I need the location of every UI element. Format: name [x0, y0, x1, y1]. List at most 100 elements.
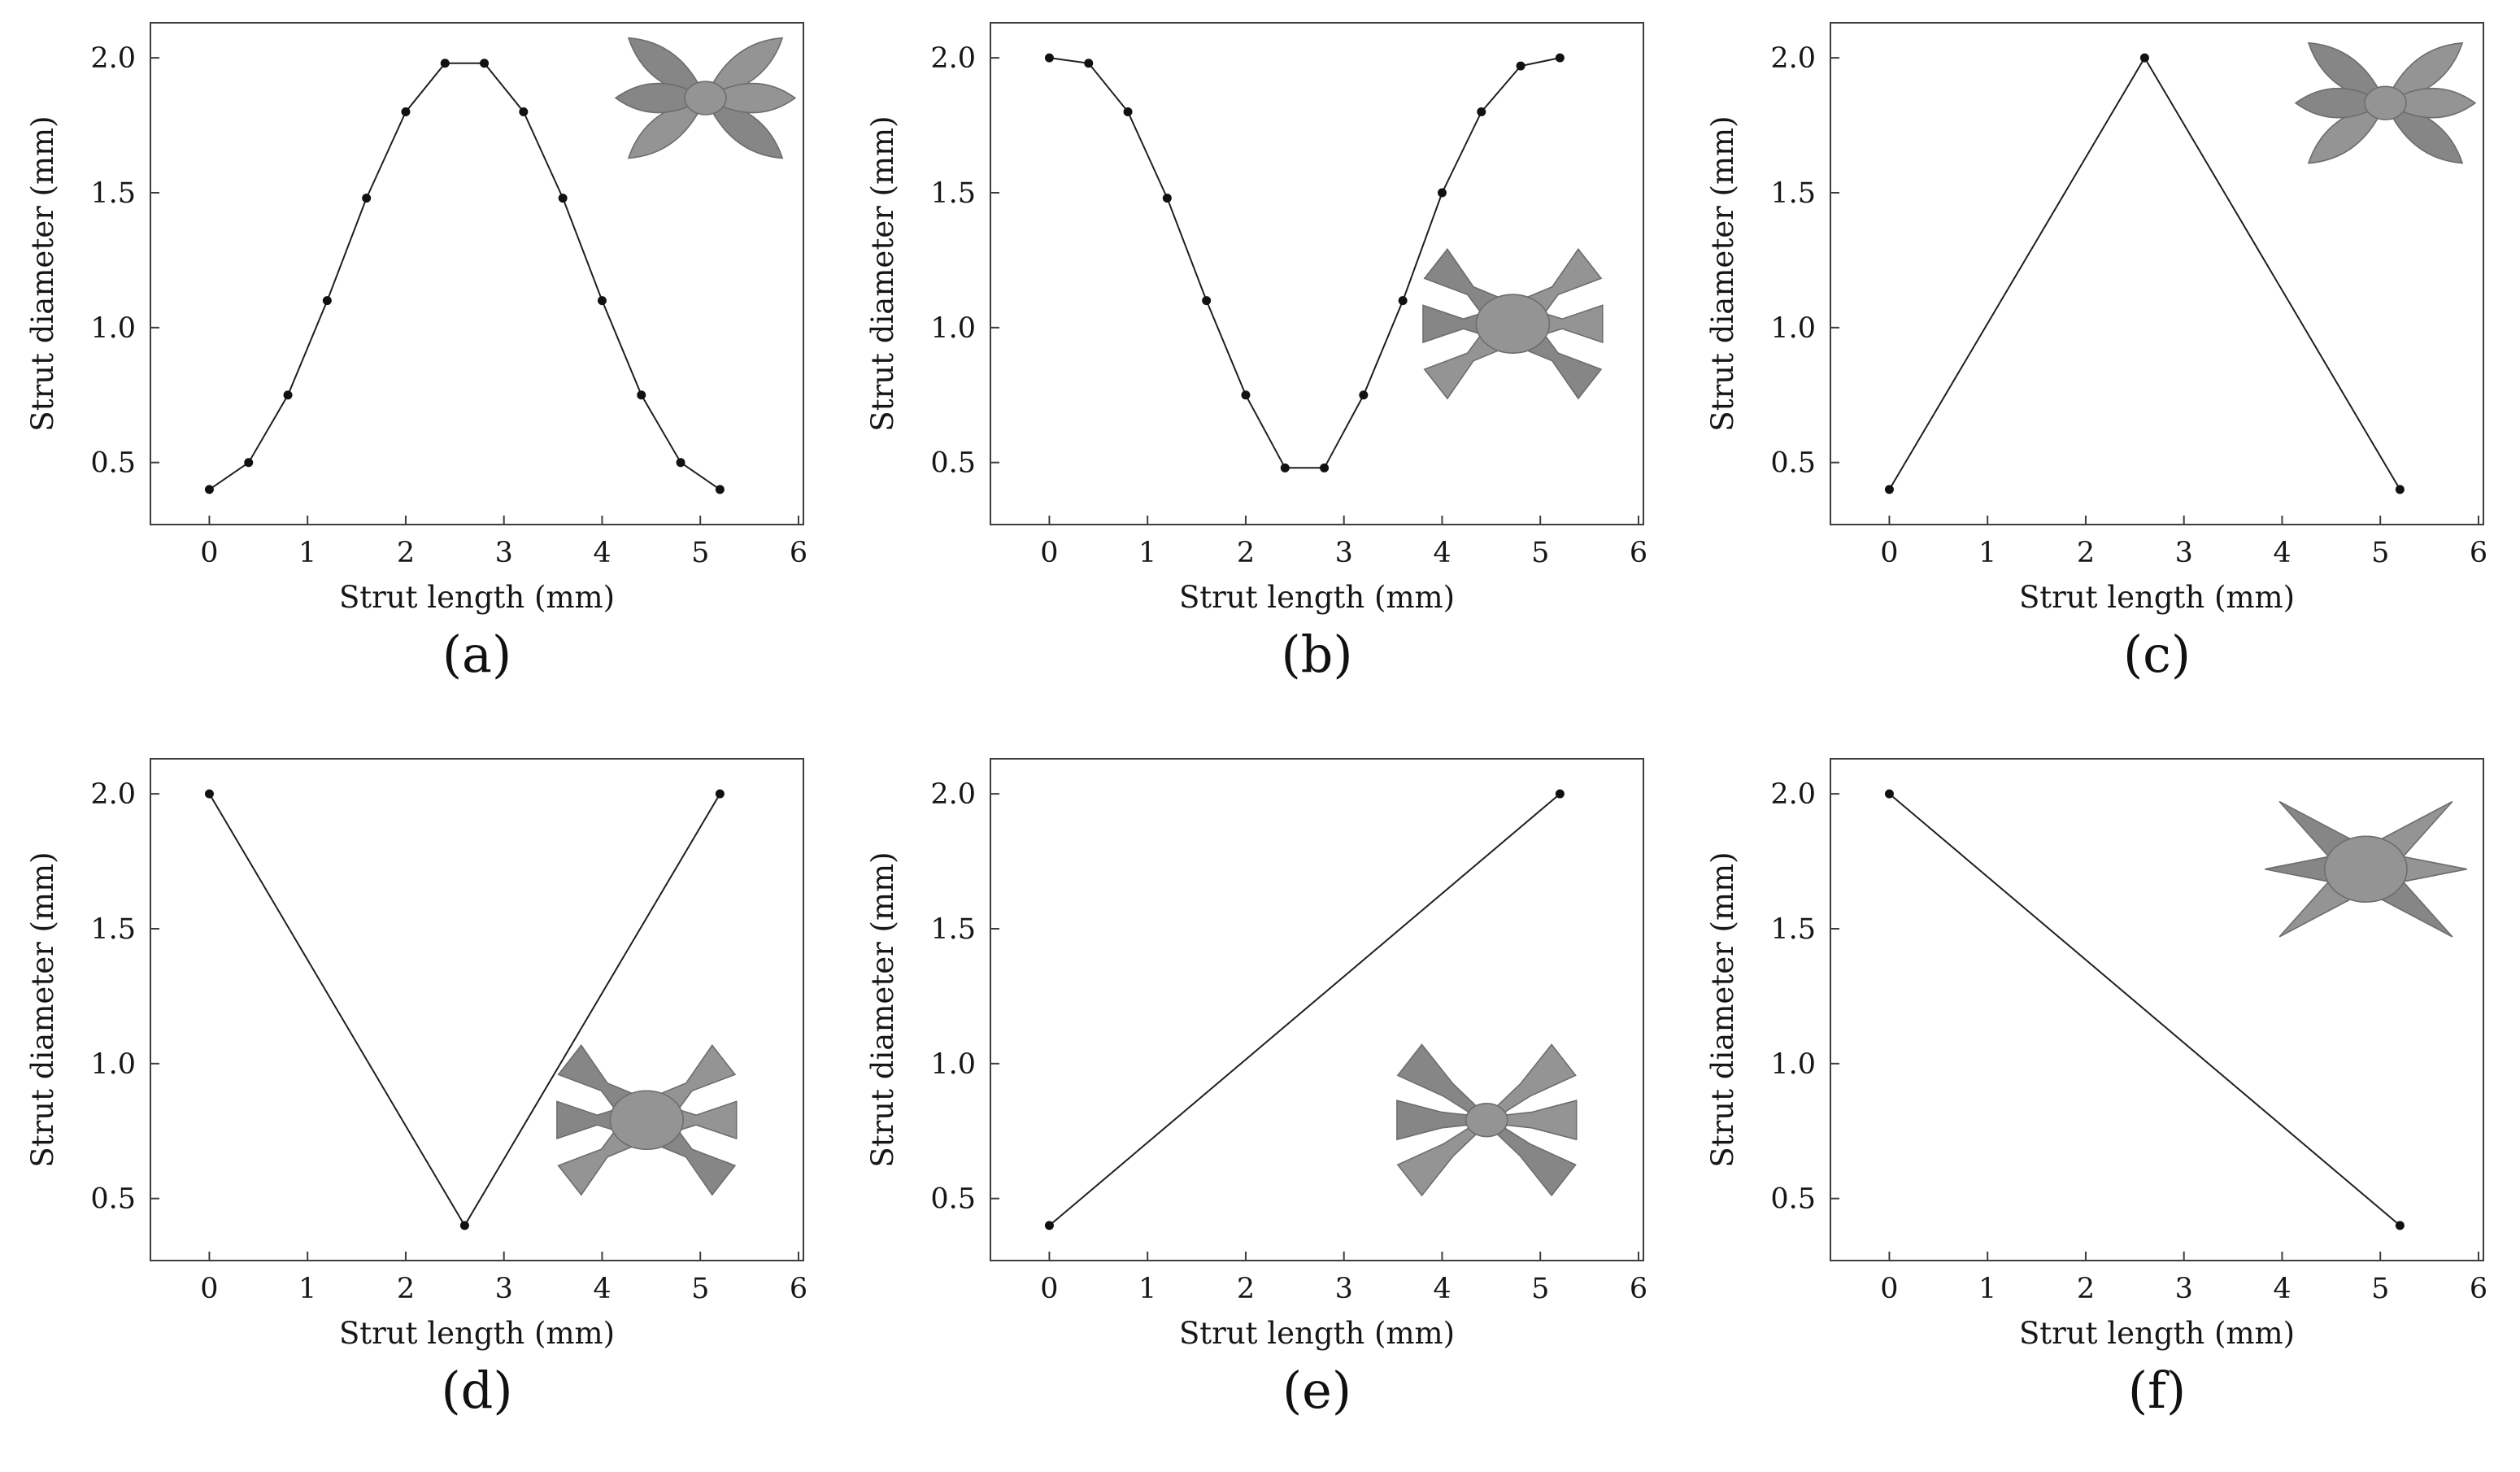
y-tick-label: 1.5: [930, 913, 976, 946]
data-point: [1280, 463, 1290, 473]
plot-frame: [1830, 22, 2484, 525]
plot-frame: [990, 758, 1644, 1261]
data-point: [401, 107, 411, 116]
x-tick-label: 6: [790, 537, 807, 569]
lattice-unit-cell-render: [2294, 41, 2477, 164]
x-tick-label: 3: [1335, 537, 1353, 569]
x-tick-label: 0: [200, 537, 218, 569]
y-tick-label: 1.0: [930, 1048, 976, 1081]
x-tick-label: 0: [1040, 537, 1058, 569]
y-tick-label: 1.5: [1770, 177, 1816, 210]
lattice-node: [2324, 835, 2408, 904]
data-point: [1241, 390, 1251, 400]
data-point: [715, 485, 725, 494]
x-axis-label: Strut length (mm): [1179, 1316, 1455, 1351]
x-tick-label: 3: [495, 1273, 513, 1305]
lattice-node: [1475, 294, 1551, 355]
x-tick-label: 0: [1880, 1273, 1898, 1305]
data-point: [2395, 485, 2405, 494]
x-tick-label: 5: [2371, 537, 2389, 569]
data-point: [558, 194, 568, 203]
data-point: [715, 789, 725, 799]
y-axis-label: Strut diameter (mm): [865, 115, 900, 431]
x-tick-label: 6: [1630, 537, 1647, 569]
data-point: [204, 789, 214, 799]
x-tick-label: 1: [298, 537, 316, 569]
y-tick-label: 1.5: [90, 913, 136, 946]
y-axis-label: Strut diameter (mm): [25, 115, 60, 431]
plot-frame: [150, 22, 804, 525]
data-point: [2395, 1221, 2405, 1230]
panel-caption-d: (d): [441, 1361, 513, 1420]
x-tick-label: 0: [1040, 1273, 1058, 1305]
y-tick-label: 1.0: [90, 1048, 136, 1081]
lattice-unit-cell-render: [1396, 1043, 1578, 1197]
lattice-node: [684, 81, 727, 115]
data-point: [440, 59, 450, 68]
panel-d: 0 1 2 3 4 5 6 0.5 1.0 1.5 2.0 Strut length (mm) Stru…: [0, 736, 840, 1472]
data-point: [244, 458, 254, 468]
y-tick-label: 0.5: [1770, 1183, 1816, 1216]
x-tick-label: 5: [691, 1273, 709, 1305]
data-point: [204, 485, 214, 494]
x-tick-label: 3: [1335, 1273, 1353, 1305]
x-tick-label: 0: [1880, 537, 1898, 569]
x-tick-label: 1: [298, 1273, 316, 1305]
lattice-unit-cell-render: [2265, 800, 2467, 938]
x-tick-label: 5: [1531, 537, 1549, 569]
plot-frame: [990, 22, 1644, 525]
data-point: [1044, 53, 1054, 63]
data-point: [1398, 296, 1408, 306]
x-tick-label: 6: [1630, 1273, 1647, 1305]
y-axis-label: Strut diameter (mm): [25, 851, 60, 1167]
data-line: [1888, 793, 2401, 1226]
x-tick-label: 4: [2273, 537, 2291, 569]
y-tick-label: 1.0: [1770, 312, 1816, 345]
y-tick-label: 2.0: [930, 778, 976, 811]
data-point: [1162, 194, 1172, 203]
lattice-unit-cell-render: [556, 1044, 738, 1196]
x-tick-label: 3: [2175, 537, 2193, 569]
x-tick-label: 5: [1531, 1273, 1549, 1305]
data-point: [597, 296, 607, 306]
data-point: [362, 194, 372, 203]
lattice-strut-arm: [2294, 87, 2387, 119]
data-point: [519, 107, 529, 116]
x-tick-label: 3: [495, 537, 513, 569]
data-point: [1123, 107, 1133, 116]
data-point: [1555, 789, 1565, 799]
x-axis-label: Strut length (mm): [339, 1316, 615, 1351]
x-tick-label: 2: [1237, 537, 1255, 569]
x-tick-label: 2: [2077, 1273, 2095, 1305]
y-tick-label: 0.5: [930, 1183, 976, 1216]
data-point: [283, 390, 293, 400]
data-point: [1437, 188, 1447, 198]
data-line: [208, 62, 720, 490]
lattice-unit-cell-render: [614, 37, 797, 159]
panel-caption-a: (a): [442, 625, 512, 684]
panel-b: 0 1 2 3 4 5 6 0.5 1.0 1.5 2.0 Strut length (mm) Stru…: [840, 0, 1680, 736]
data-point: [1320, 463, 1330, 473]
y-tick-label: 0.5: [90, 1183, 136, 1216]
x-tick-label: 4: [2273, 1273, 2291, 1305]
x-axis-label: Strut length (mm): [339, 580, 615, 615]
y-tick-label: 2.0: [1770, 42, 1816, 75]
data-point: [459, 1221, 469, 1230]
lattice-node: [1465, 1103, 1508, 1138]
y-tick-label: 2.0: [930, 42, 976, 75]
lattice-node: [2364, 85, 2407, 120]
x-tick-label: 4: [1433, 1273, 1451, 1305]
data-point: [1477, 107, 1486, 116]
y-tick-label: 2.0: [1770, 778, 1816, 811]
x-axis-label: Strut length (mm): [2019, 1316, 2295, 1351]
data-point: [1884, 789, 1894, 799]
panel-c: 0 1 2 3 4 5 6 0.5 1.0 1.5 2.0 Strut length (mm) Stru…: [1680, 0, 2520, 736]
data-point: [1202, 296, 1212, 306]
y-tick-label: 1.5: [90, 177, 136, 210]
strut-diameter-chart-f: 0 1 2 3 4 5 6 0.5 1.0 1.5 2.0 Strut length (mm) Stru…: [1705, 758, 2487, 1351]
data-point: [1044, 1221, 1054, 1230]
plot-frame: [1830, 758, 2484, 1261]
y-axis-label: Strut diameter (mm): [865, 851, 900, 1167]
x-tick-label: 2: [2077, 537, 2095, 569]
y-tick-label: 2.0: [90, 42, 136, 75]
